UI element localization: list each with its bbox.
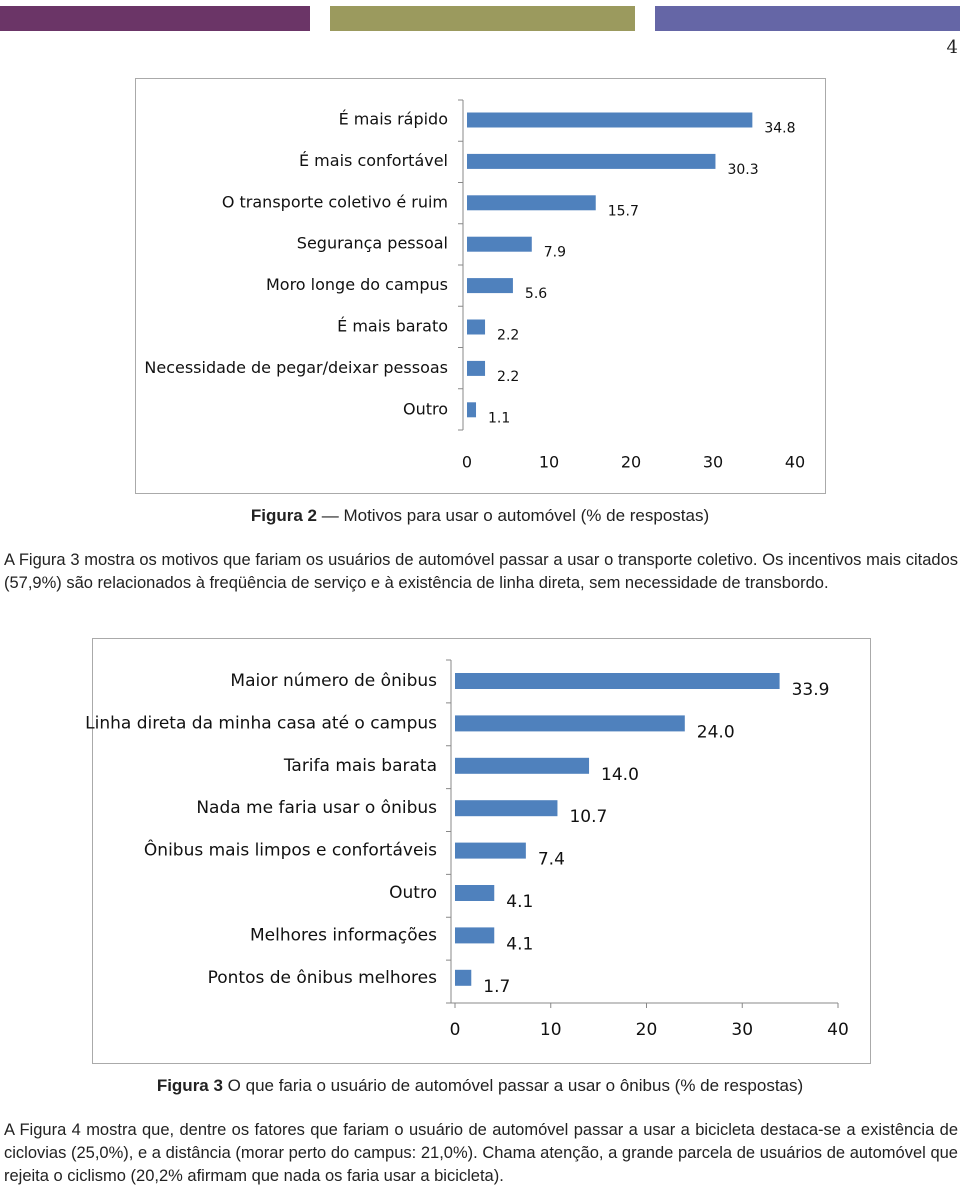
x-tick-label: 10 bbox=[539, 453, 559, 472]
caption: Figura 2 — Motivos para usar o automóvel… bbox=[0, 506, 960, 526]
value-label: 4.1 bbox=[506, 892, 533, 912]
caption-text: — Motivos para usar o automóvel (% de re… bbox=[321, 506, 710, 525]
page-number: 4 bbox=[946, 37, 958, 58]
x-tick-label: 20 bbox=[636, 1020, 658, 1040]
category-label: Ônibus mais limpos e confortáveis bbox=[144, 839, 437, 861]
x-tick-label: 40 bbox=[827, 1020, 849, 1040]
paragraph: A Figura 3 mostra os motivos que fariam … bbox=[4, 551, 958, 592]
category-label: É mais barato bbox=[337, 317, 448, 336]
bar bbox=[455, 842, 526, 859]
category-label: É mais rápido bbox=[339, 110, 448, 129]
category-label: Segurança pessoal bbox=[297, 234, 448, 253]
header-bar bbox=[330, 6, 635, 31]
category-label: Nada me faria usar o ônibus bbox=[196, 798, 437, 818]
header-bar bbox=[655, 6, 960, 31]
category-label: Pontos de ônibus melhores bbox=[208, 968, 438, 988]
chart-frame bbox=[135, 78, 826, 494]
bar bbox=[467, 195, 596, 211]
bar bbox=[455, 715, 685, 732]
bar bbox=[455, 757, 590, 774]
x-tick-label: 30 bbox=[731, 1020, 753, 1040]
value-label: 5.6 bbox=[525, 286, 547, 302]
value-label: 34.8 bbox=[764, 121, 795, 137]
value-label: 7.9 bbox=[544, 245, 566, 261]
caption: Figura 3 O que faria o usuário de automó… bbox=[0, 1076, 960, 1096]
x-tick-label: 0 bbox=[450, 1020, 461, 1040]
category-label: Necessidade de pegar/deixar pessoas bbox=[144, 358, 448, 377]
value-label: 30.3 bbox=[727, 162, 758, 178]
paragraph: A Figura 4 mostra que, dentre os fatores… bbox=[4, 1121, 958, 1185]
caption-label: Figura 2 bbox=[250, 506, 317, 525]
value-label: 1.7 bbox=[483, 977, 510, 997]
category-label: O transporte coletivo é ruim bbox=[222, 192, 448, 211]
bar bbox=[455, 673, 780, 689]
bar bbox=[467, 278, 513, 294]
value-label: 4.1 bbox=[506, 934, 533, 954]
bar bbox=[467, 153, 716, 169]
bar bbox=[467, 319, 486, 335]
x-tick-label: 30 bbox=[703, 453, 723, 472]
category-label: Linha direta da minha casa até o campus bbox=[85, 713, 437, 733]
x-tick-label: 0 bbox=[462, 453, 472, 472]
x-tick-label: 20 bbox=[621, 453, 641, 472]
bar bbox=[455, 885, 495, 901]
category-label: Outro bbox=[403, 399, 448, 418]
caption-label: Figura 3 bbox=[156, 1076, 223, 1095]
bar bbox=[467, 402, 477, 418]
category-label: Tarifa mais barata bbox=[283, 756, 437, 776]
category-label: É mais confortável bbox=[299, 151, 448, 170]
category-label: Outro bbox=[389, 883, 437, 903]
value-label: 1.1 bbox=[488, 410, 510, 426]
value-label: 2.2 bbox=[497, 328, 519, 344]
bar bbox=[467, 112, 753, 128]
value-label: 24.0 bbox=[697, 722, 735, 742]
value-label: 7.4 bbox=[538, 850, 565, 870]
x-tick-label: 10 bbox=[540, 1020, 562, 1040]
category-label: Moro longe do campus bbox=[266, 275, 448, 294]
value-label: 2.2 bbox=[497, 369, 519, 385]
chart-frame bbox=[92, 638, 871, 1064]
category-label: Maior número de ônibus bbox=[230, 671, 437, 691]
x-tick-label: 40 bbox=[785, 453, 805, 472]
value-label: 10.7 bbox=[569, 807, 607, 827]
bar bbox=[455, 969, 472, 986]
caption-text: O que faria o usuário de automóvel passa… bbox=[227, 1076, 804, 1095]
bar bbox=[467, 236, 532, 252]
bar bbox=[467, 360, 486, 376]
value-label: 15.7 bbox=[608, 203, 639, 219]
value-label: 14.0 bbox=[601, 765, 639, 785]
header-bar bbox=[0, 6, 310, 31]
category-label: Melhores informações bbox=[250, 925, 437, 945]
bar bbox=[455, 800, 558, 817]
bar bbox=[455, 927, 495, 944]
value-label: 33.9 bbox=[792, 680, 830, 700]
